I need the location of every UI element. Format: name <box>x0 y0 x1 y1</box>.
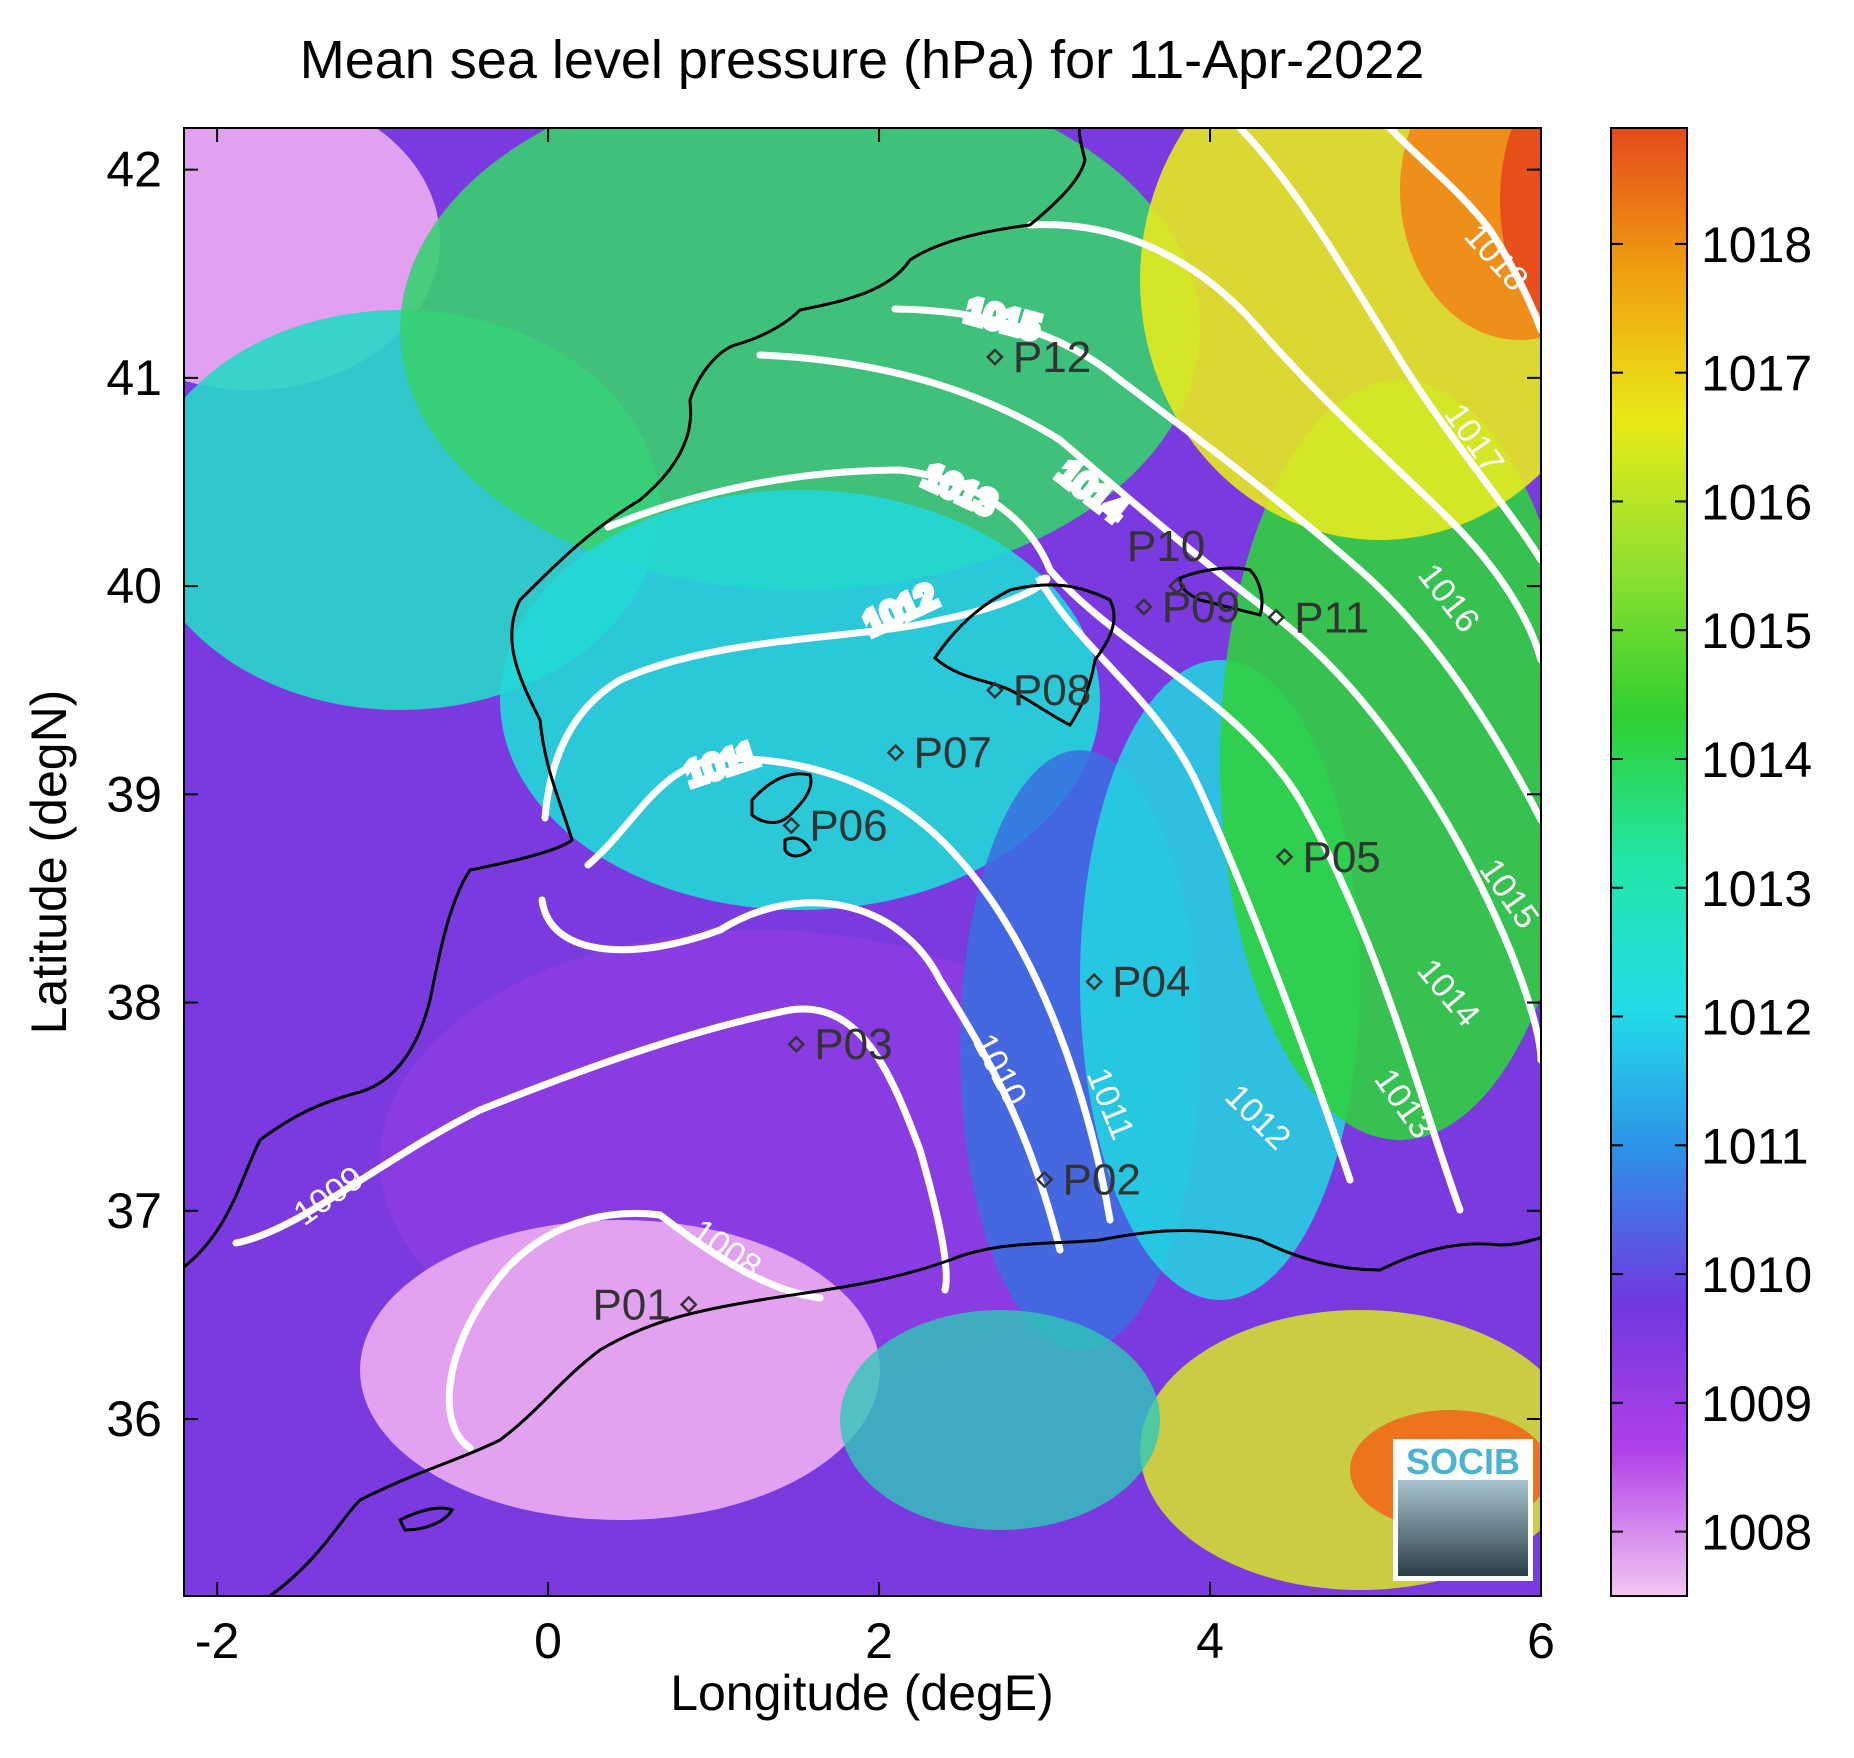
coastline-formentera <box>783 836 812 858</box>
station-marker-P06 <box>782 816 801 835</box>
isobar-1008 <box>445 1210 824 1452</box>
field-blob-cyan-basin <box>500 490 1100 910</box>
plot-frame <box>183 127 1542 1597</box>
station-marker-P11 <box>1267 608 1286 627</box>
x-tick-label: 2 <box>865 1613 893 1669</box>
x-tick-label: 0 <box>534 1613 562 1669</box>
isobar-1013 <box>604 466 1464 1214</box>
socib-logo-panel <box>1398 1480 1528 1576</box>
station-marker-P04 <box>1085 972 1104 991</box>
station-marker-P05 <box>1275 847 1294 866</box>
colorbar-ticks: 1008 1009 1010 1011 1012 1013 1014 1015 1016 1017… <box>1611 217 1812 1561</box>
colorbar-tick-label: 1015 <box>1701 603 1812 659</box>
field-blob-pink-south <box>360 1220 880 1520</box>
station-label-P12: P12 <box>1013 333 1091 382</box>
x-tick-label: 6 <box>1527 1613 1555 1669</box>
station-marker-P08 <box>986 681 1004 700</box>
colorbar-tick-label: 1008 <box>1701 1505 1812 1561</box>
station-label-P08: P08 <box>1013 666 1091 715</box>
station-marker-P07 <box>886 743 905 762</box>
field-blob-teal-africa <box>840 1310 1160 1530</box>
colorbar-tick-label: 1013 <box>1701 861 1812 917</box>
colorbar: 1008 1009 1010 1011 1012 1013 1014 1015 1016 1017… <box>1610 127 1812 1597</box>
station-marker-P03 <box>787 1035 806 1054</box>
station-marker-P10 <box>1168 577 1186 595</box>
isobar-1011 <box>584 754 1114 1224</box>
isobar-1010 <box>538 896 1064 1254</box>
isobar-1009 <box>232 1005 950 1294</box>
station-label-P04: P04 <box>1112 958 1190 1007</box>
x-tick-label: 4 <box>1196 1613 1224 1669</box>
y-tick-label: 39 <box>106 766 162 822</box>
coastline-menorca <box>1178 566 1264 617</box>
isobar-1016 <box>1026 221 1541 664</box>
colorbar-tick-label: 1014 <box>1701 732 1812 788</box>
coastline-mallorca <box>933 583 1116 727</box>
station-marker-P12 <box>986 348 1004 366</box>
socib-logo-text: SOCIB <box>1406 1441 1520 1482</box>
y-tick-label: 42 <box>106 142 162 198</box>
x-axis-ticks: -2 0 2 4 6 <box>195 128 1555 1669</box>
colorbar-tick-label: 1010 <box>1701 1247 1812 1303</box>
station-marker-P01 <box>679 1295 698 1314</box>
station-marker-P09 <box>1134 598 1153 616</box>
socib-logo: SOCIB <box>1393 1439 1533 1581</box>
y-tick-label: 37 <box>106 1183 162 1239</box>
colorbar-scale <box>1610 127 1688 1597</box>
coastline <box>184 128 1541 1596</box>
field-blob-red-corner <box>1500 128 1541 314</box>
figure-title: Mean sea level pressure (hPa) for 11-Apr… <box>300 30 1425 90</box>
isobar-1015 <box>891 305 1541 824</box>
station-label-P02: P02 <box>1063 1156 1141 1205</box>
coastline-north-africa <box>269 1229 1541 1596</box>
station-label-P10: P10 <box>1127 522 1205 571</box>
coastline-ibiza <box>750 772 813 824</box>
coastline-alboran-island <box>397 1506 455 1532</box>
x-tick-label: -2 <box>195 1613 239 1669</box>
y-tick-label: 38 <box>106 975 162 1031</box>
colorbar-tick-label: 1018 <box>1701 217 1812 273</box>
colorbar-tick-label: 1009 <box>1701 1376 1812 1432</box>
colorbar-tick-label: 1017 <box>1701 346 1812 402</box>
y-tick-label: 41 <box>106 350 162 406</box>
station-label-P03: P03 <box>814 1020 892 1069</box>
y-axis-ticks: 36 37 38 39 40 41 42 <box>106 142 1541 1447</box>
isobar-1017 <box>1236 128 1541 564</box>
station-label-P11: P11 <box>1294 593 1369 642</box>
station-marker-P02 <box>1035 1170 1054 1189</box>
x-axis-label: Longitude (degE) <box>670 1665 1054 1721</box>
station-label-P06: P06 <box>809 802 887 851</box>
colorbar-tick-label: 1016 <box>1701 474 1812 530</box>
coastline-iberia <box>184 128 1087 1269</box>
station-label-P07: P07 <box>914 729 992 778</box>
station-label-P01: P01 <box>592 1280 670 1329</box>
isobar-1012 <box>541 574 1354 1184</box>
field-blob-green-east <box>1220 380 1541 1140</box>
colorbar-tick-label: 1012 <box>1701 990 1812 1046</box>
isobar-1018 <box>1386 128 1541 334</box>
y-axis-label: Latitude (degN) <box>21 690 77 1035</box>
station-label-P05: P05 <box>1302 833 1380 882</box>
y-tick-label: 40 <box>106 558 162 614</box>
y-tick-label: 36 <box>106 1391 162 1447</box>
colorbar-tick-label: 1011 <box>1701 1118 1809 1174</box>
